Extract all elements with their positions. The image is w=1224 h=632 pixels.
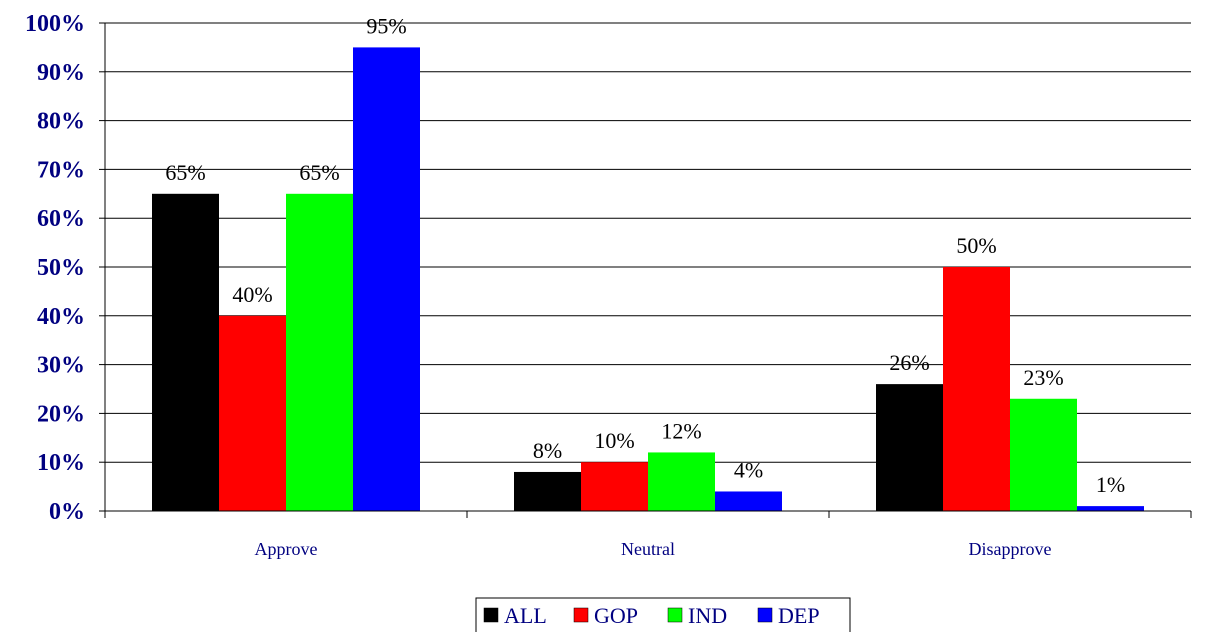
legend-label-dep: DEP [778,603,820,628]
y-tick-label: 20% [37,401,85,427]
legend-swatch-gop [573,607,589,623]
data-label: 40% [232,282,272,307]
bars [152,47,1144,512]
legend: ALL GOP IND DEP [475,597,851,632]
data-label: 1% [1096,472,1125,497]
y-tick-label: 60% [37,206,85,232]
y-tick-label: 80% [37,109,85,135]
legend-label-gop: GOP [594,603,638,628]
bar-all-approve [152,193,219,512]
legend-swatch-ind [667,607,683,623]
legend-box [475,597,851,632]
bar-ind-disapprove [1010,398,1077,511]
data-label: 95% [366,13,406,38]
bar-dep-neutral [715,491,782,511]
y-tick-label: 100% [25,11,85,37]
bar-gop-disapprove [943,267,1010,511]
x-tick-label: Disapprove [969,539,1052,559]
y-tick-label: 90% [37,60,85,86]
data-labels: 65% 40% 65% 95% 8% 10% 12% 4% 26% 50% 23% 1% [165,13,1125,497]
bar-all-disapprove [876,384,943,511]
data-label: 8% [533,438,562,463]
y-tick-label: 0% [49,499,85,525]
legend-label-all: ALL [504,603,547,628]
data-label: 12% [661,418,701,443]
legend-label-ind: IND [688,603,727,628]
data-label: 65% [299,160,339,185]
data-label: 4% [734,457,763,482]
bar-ind-neutral [648,452,715,511]
axes: 0% 10% 20% 30% 40% 50% 60% 70% 80% 90% 100% Approve… [25,11,1192,559]
data-label: 65% [165,160,205,185]
bar-gop-neutral [581,462,648,511]
y-tick-label: 50% [37,255,85,281]
legend-swatch-dep [757,607,773,623]
bar-gop-approve [219,315,286,511]
bar-ind-approve [286,193,353,512]
y-tick-label: 70% [37,157,85,183]
x-tick-label: Neutral [621,539,675,559]
data-label: 10% [594,428,634,453]
y-tick-label: 40% [37,304,85,330]
y-tick-label: 30% [37,353,85,379]
bar-dep-approve [353,47,420,512]
data-label: 26% [889,350,929,375]
y-tick-label: 10% [37,450,85,476]
bar-all-neutral [514,471,581,511]
legend-swatch-all [483,607,499,623]
x-tick-label: Approve [255,539,318,559]
data-label: 50% [956,233,996,258]
data-label: 23% [1023,365,1063,390]
bar-dep-disapprove [1077,506,1144,511]
